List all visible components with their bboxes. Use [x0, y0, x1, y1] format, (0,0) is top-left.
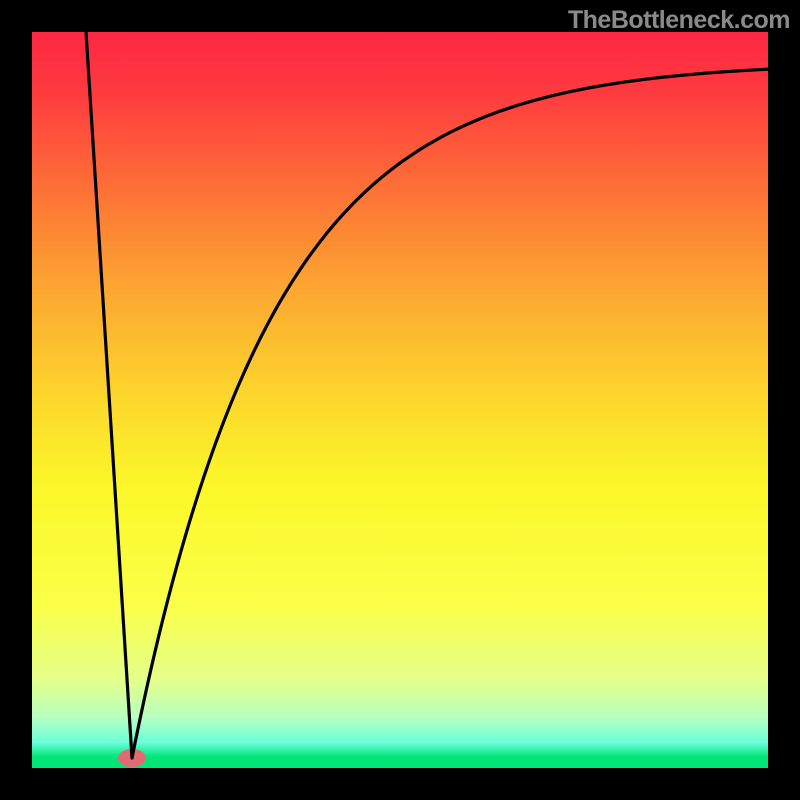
chart-svg [0, 0, 800, 800]
bottleneck-chart: TheBottleneck.com [0, 0, 800, 800]
gradient-background [32, 32, 768, 768]
watermark-text: TheBottleneck.com [568, 6, 790, 35]
